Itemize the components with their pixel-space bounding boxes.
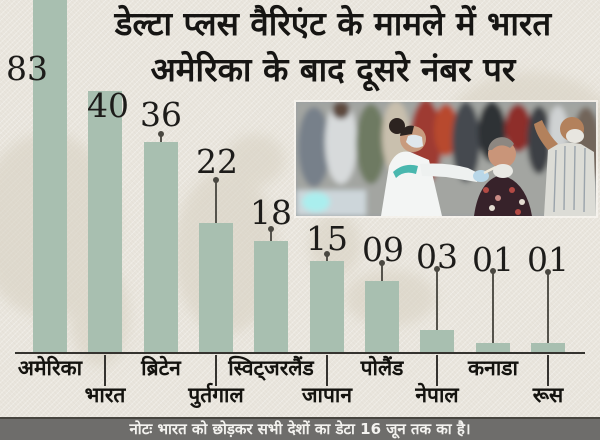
value-label: 22 xyxy=(196,142,238,181)
bar-8 xyxy=(420,330,454,353)
value-leader-dot xyxy=(545,269,551,275)
value-leader-line xyxy=(436,269,438,330)
value-label: 18 xyxy=(250,193,292,232)
value-label: 09 xyxy=(362,230,404,269)
value-leader-dot xyxy=(379,260,385,266)
axis-tick xyxy=(104,355,106,386)
note-text: नोटः भारत को छोड़कर सभी देशों का डेटा 16… xyxy=(129,420,471,438)
value-label: 36 xyxy=(140,95,182,134)
category-label: स्विट्जरलैंड xyxy=(228,356,314,380)
bar-4 xyxy=(199,223,233,353)
page-title: डेल्टा प्लस वैरिएंट के मामले में भारत अम… xyxy=(70,1,596,93)
value-leader-dot xyxy=(490,268,496,274)
bar-9 xyxy=(476,343,510,353)
axis-tick xyxy=(215,355,217,386)
value-leader-dot xyxy=(158,131,164,137)
value-leader-dot xyxy=(268,226,274,232)
value-label: 03 xyxy=(416,237,458,276)
bar-6 xyxy=(310,261,344,353)
axis-tick xyxy=(326,355,328,386)
axis-tick xyxy=(436,355,438,386)
title-line-2: अमेरिका के बाद दूसरे नंबर पर xyxy=(150,50,516,89)
value-leader-line xyxy=(215,180,217,223)
bar-3 xyxy=(144,142,178,353)
value-label: 15 xyxy=(306,219,348,258)
value-label: 01 xyxy=(472,240,514,279)
value-leader-line xyxy=(492,271,494,343)
category-label: जापान xyxy=(301,383,353,407)
bar-10 xyxy=(531,343,565,353)
value-label: 40 xyxy=(87,86,129,125)
category-label: ब्रिटेन xyxy=(141,356,181,380)
bar-7 xyxy=(365,281,399,353)
x-axis-line xyxy=(15,352,585,354)
bar-5 xyxy=(254,241,288,353)
category-label: रूस xyxy=(532,383,564,407)
axis-tick xyxy=(547,355,549,386)
value-leader-line xyxy=(381,263,383,281)
category-label: भारत xyxy=(84,383,126,407)
bar-2 xyxy=(88,91,122,353)
value-leader-line xyxy=(326,254,328,261)
value-leader-line xyxy=(547,272,549,343)
category-label: कनाडा xyxy=(468,356,518,380)
category-label: पोलैंड xyxy=(360,356,404,380)
value-leader-dot xyxy=(213,177,219,183)
covid-testing-photo xyxy=(294,100,598,218)
man-striped-shirt xyxy=(534,117,596,216)
value-leader-line xyxy=(270,229,272,241)
category-label: नेपाल xyxy=(415,383,459,407)
value-leader-line xyxy=(160,134,162,142)
woman-being-tested xyxy=(474,137,532,216)
value-leader-dot xyxy=(324,251,330,257)
health-worker xyxy=(381,118,503,216)
category-label: अमेरिका xyxy=(17,356,83,380)
category-label: पुर्तगाल xyxy=(188,383,244,407)
value-label: 83 xyxy=(6,49,48,88)
note-bar: नोटः भारत को छोड़कर सभी देशों का डेटा 16… xyxy=(0,417,600,440)
value-label: 01 xyxy=(527,240,569,279)
value-leader-dot xyxy=(434,266,440,272)
bar-1 xyxy=(33,0,67,353)
title-line-1: डेल्टा प्लस वैरिएंट के मामले में भारत xyxy=(114,4,552,43)
